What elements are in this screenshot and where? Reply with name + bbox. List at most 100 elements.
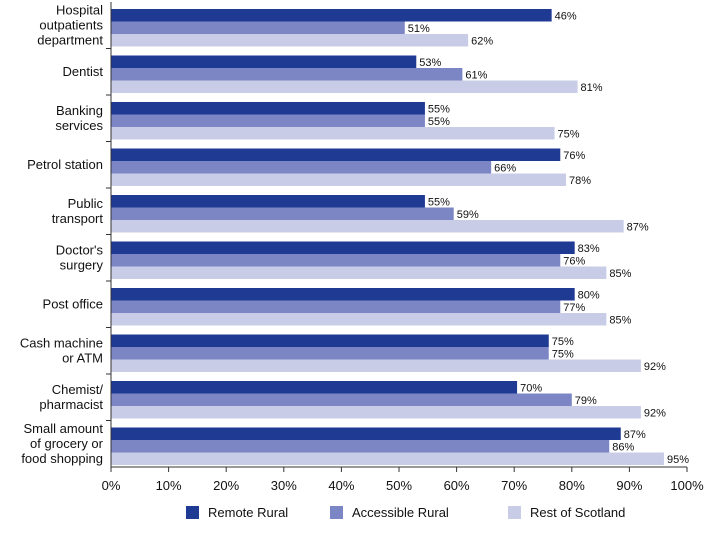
- legend-item-accessible-rural: Accessible Rural: [330, 505, 449, 520]
- value-label-dentist-remote-rural: 53%: [419, 57, 441, 69]
- bar-doctor-s-surgery-remote-rural: [111, 241, 575, 254]
- x-tick-label: 60%: [444, 478, 470, 493]
- bar-chemist-pharmacist-remote-rural: [111, 381, 518, 394]
- bar-hospital-outpatients-department-accessible-rural: [111, 21, 405, 34]
- x-tick-label: 40%: [328, 478, 354, 493]
- category-label-line: services: [55, 118, 103, 133]
- category-label-petrol-station: Petrol station: [27, 157, 103, 172]
- x-tick-label: 90%: [616, 478, 642, 493]
- value-label-post-office-accessible-rural: 77%: [563, 302, 585, 314]
- value-label-banking-services-remote-rural: 55%: [428, 103, 450, 115]
- value-label-public-transport-rest-of-scotland: 87%: [627, 221, 649, 233]
- bar-cash-machine-or-atm-rest-of-scotland: [111, 359, 641, 372]
- value-label-banking-services-accessible-rural: 55%: [428, 116, 450, 128]
- value-label-small-amount-of-grocery-or-food-shopping-rest-of-scotland: 95%: [667, 454, 689, 466]
- bar-banking-services-remote-rural: [111, 102, 425, 115]
- value-label-petrol-station-remote-rural: 76%: [563, 150, 585, 162]
- bar-cash-machine-or-atm-accessible-rural: [111, 347, 549, 360]
- category-label-line: of grocery or: [30, 436, 104, 451]
- legend-item-remote-rural: Remote Rural: [186, 505, 288, 520]
- bar-hospital-outpatients-department-remote-rural: [111, 9, 552, 22]
- value-label-doctor-s-surgery-accessible-rural: 76%: [563, 255, 585, 267]
- legend-swatch: [508, 506, 521, 519]
- category-label-line: department: [37, 32, 103, 47]
- bar-small-amount-of-grocery-or-food-shopping-accessible-rural: [111, 440, 610, 453]
- legend-item-rest-of-scotland: Rest of Scotland: [508, 505, 625, 520]
- x-tick-label: 70%: [501, 478, 527, 493]
- bar-public-transport-accessible-rural: [111, 207, 454, 220]
- category-label-line: transport: [52, 211, 104, 226]
- bar-dentist-remote-rural: [111, 55, 417, 68]
- bars-layer: [111, 9, 664, 465]
- category-label-line: Banking: [56, 103, 103, 118]
- x-tick-label: 80%: [559, 478, 585, 493]
- bar-chemist-pharmacist-accessible-rural: [111, 393, 572, 406]
- value-label-hospital-outpatients-department-accessible-rural: 51%: [408, 23, 430, 35]
- legend-label: Accessible Rural: [352, 505, 449, 520]
- bar-post-office-remote-rural: [111, 288, 575, 301]
- legend-swatch: [186, 506, 199, 519]
- category-label-line: pharmacist: [39, 397, 103, 412]
- value-label-doctor-s-surgery-rest-of-scotland: 85%: [609, 268, 631, 280]
- legend: Remote Rural Accessible Rural Rest of Scot…: [186, 505, 625, 520]
- value-label-hospital-outpatients-department-rest-of-scotland: 62%: [471, 35, 493, 47]
- category-label-line: Cash machine: [20, 335, 103, 350]
- bar-chemist-pharmacist-rest-of-scotland: [111, 406, 641, 419]
- x-tick-label: 30%: [271, 478, 297, 493]
- bar-petrol-station-remote-rural: [111, 148, 561, 161]
- value-label-chemist-pharmacist-accessible-rural: 79%: [575, 395, 597, 407]
- bar-dentist-accessible-rural: [111, 68, 463, 81]
- value-label-public-transport-remote-rural: 55%: [428, 196, 450, 208]
- value-label-hospital-outpatients-department-remote-rural: 46%: [555, 10, 577, 22]
- value-label-doctor-s-surgery-remote-rural: 83%: [578, 243, 600, 255]
- category-label-chemist-pharmacist: Chemist/pharmacist: [39, 382, 103, 412]
- legend-swatch: [330, 506, 343, 519]
- category-label-line: outpatients: [39, 17, 103, 32]
- bar-small-amount-of-grocery-or-food-shopping-rest-of-scotland: [111, 452, 664, 465]
- bar-public-transport-remote-rural: [111, 195, 425, 208]
- value-label-petrol-station-rest-of-scotland: 78%: [569, 175, 591, 187]
- category-label-line: Petrol station: [27, 157, 103, 172]
- category-label-line: Public: [68, 196, 104, 211]
- value-label-petrol-station-accessible-rural: 66%: [494, 162, 516, 174]
- x-tick-label: 100%: [670, 478, 704, 493]
- value-label-dentist-rest-of-scotland: 81%: [581, 82, 603, 94]
- bar-petrol-station-accessible-rural: [111, 161, 492, 174]
- bar-doctor-s-surgery-accessible-rural: [111, 254, 561, 267]
- category-label-line: or ATM: [62, 350, 103, 365]
- axis-layer: 0% 10% 20% 30% 40% 50% 60% 70% 80% 90% 100%: [102, 2, 704, 493]
- value-label-dentist-accessible-rural: 61%: [465, 69, 487, 81]
- bar-dentist-rest-of-scotland: [111, 80, 578, 93]
- value-label-cash-machine-or-atm-rest-of-scotland: 92%: [644, 361, 666, 373]
- category-label-line: Chemist/: [52, 382, 104, 397]
- value-label-public-transport-accessible-rural: 59%: [457, 209, 479, 221]
- value-label-post-office-rest-of-scotland: 85%: [609, 314, 631, 326]
- bar-cash-machine-or-atm-remote-rural: [111, 334, 549, 347]
- x-tick-label: 0%: [102, 478, 121, 493]
- bar-banking-services-accessible-rural: [111, 114, 425, 127]
- bar-hospital-outpatients-department-rest-of-scotland: [111, 34, 469, 47]
- category-label-post-office: Post office: [43, 296, 103, 311]
- value-label-banking-services-rest-of-scotland: 75%: [558, 128, 580, 140]
- bar-post-office-accessible-rural: [111, 300, 561, 313]
- category-label-line: Hospital: [56, 2, 103, 17]
- bar-small-amount-of-grocery-or-food-shopping-remote-rural: [111, 427, 621, 440]
- category-label-line: Doctor's: [56, 242, 104, 257]
- value-label-cash-machine-or-atm-accessible-rural: 75%: [552, 348, 574, 360]
- x-tick-label: 20%: [213, 478, 239, 493]
- category-label-line: food shopping: [21, 451, 103, 466]
- bar-doctor-s-surgery-rest-of-scotland: [111, 266, 607, 279]
- value-label-small-amount-of-grocery-or-food-shopping-accessible-rural: 86%: [612, 441, 634, 453]
- bar-public-transport-rest-of-scotland: [111, 220, 624, 233]
- value-label-chemist-pharmacist-rest-of-scotland: 92%: [644, 407, 666, 419]
- value-label-chemist-pharmacist-remote-rural: 70%: [520, 382, 542, 394]
- category-label-line: Post office: [43, 296, 103, 311]
